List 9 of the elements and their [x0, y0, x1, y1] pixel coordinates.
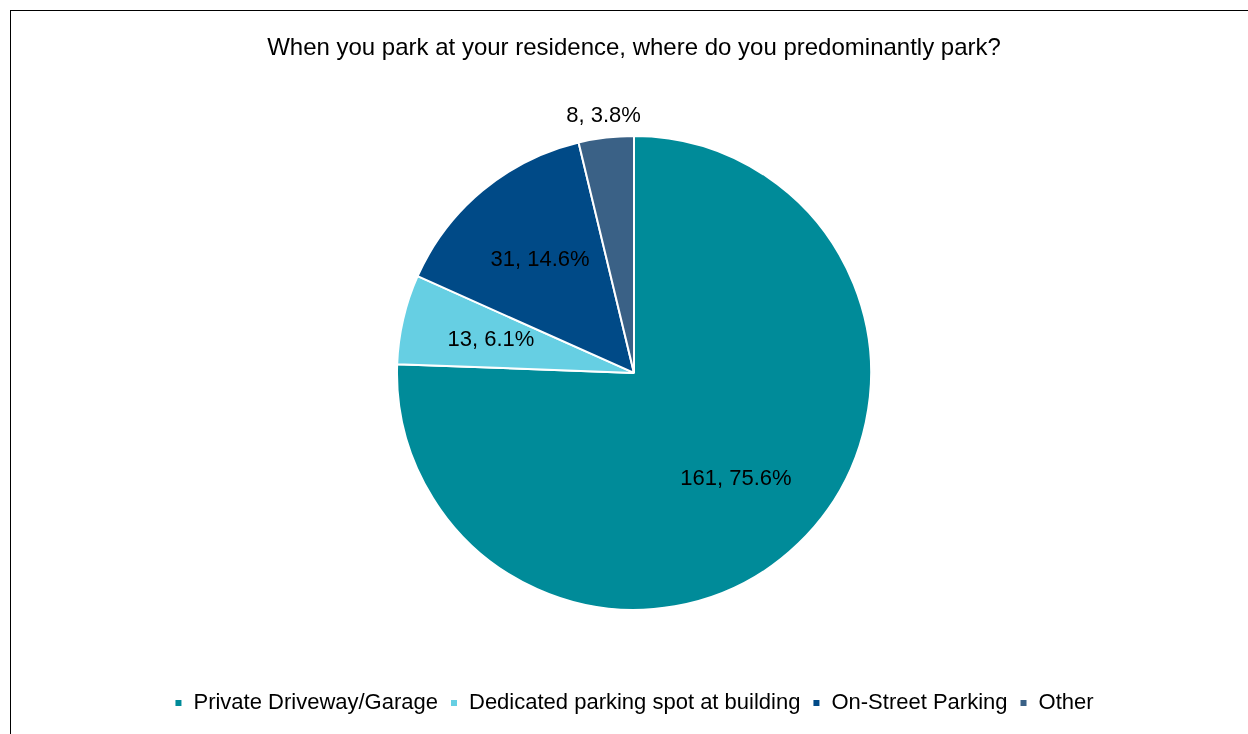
data-label: 13, 6.1%: [447, 325, 535, 351]
data-label: 31, 14.6%: [490, 245, 590, 271]
data-label: 8, 3.8%: [566, 101, 641, 127]
legend-label: Other: [1038, 689, 1094, 715]
data-label: 161, 75.6%: [680, 464, 792, 490]
legend-label: Private Driveway/Garage: [193, 689, 439, 715]
chart-title: When you park at your residence, where do you predominantly park?: [267, 33, 1001, 61]
legend-label: Dedicated parking spot at building: [469, 689, 801, 715]
legend-label: On-Street Parking: [831, 689, 1008, 715]
